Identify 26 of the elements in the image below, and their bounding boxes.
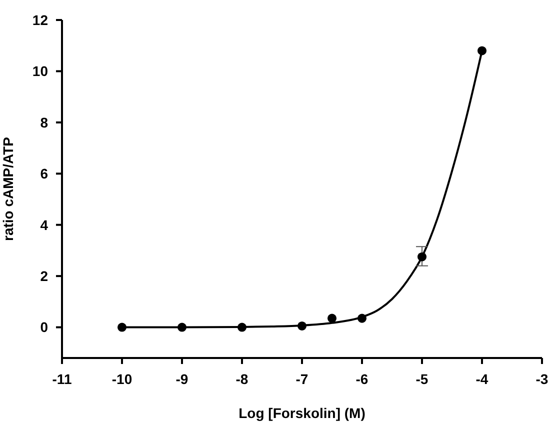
x-tick-label: -8 (236, 370, 248, 387)
y-axis-title: ratio cAMP/ATP (0, 137, 16, 241)
point (117, 322, 127, 332)
y-tick-label: 8 (40, 114, 48, 130)
point (327, 314, 337, 323)
point (477, 46, 487, 56)
y-tick-label: 0 (40, 319, 48, 336)
y-tick-label: 4 (40, 216, 48, 233)
x-tick-label: -10 (112, 370, 132, 387)
x-tick-label: -5 (416, 370, 428, 387)
point (297, 321, 307, 330)
x-tick-label: -4 (476, 370, 488, 387)
point (417, 252, 427, 262)
x-tick-label: -7 (296, 370, 308, 387)
x-axis-title: Log [Forskolin] (M) (238, 405, 366, 421)
y-tick-label: 6 (40, 166, 48, 182)
y-tick-label: 2 (40, 268, 48, 284)
y-tick-label: 12 (32, 12, 48, 28)
x-tick-label: -6 (356, 370, 368, 387)
x-tick-label: -3 (536, 370, 548, 387)
x-tick-label: -9 (176, 370, 188, 387)
point (177, 322, 187, 332)
y-tick-label: 10 (32, 63, 48, 80)
point (357, 314, 367, 323)
point (237, 322, 247, 332)
x-tick-label: -11 (52, 370, 72, 387)
